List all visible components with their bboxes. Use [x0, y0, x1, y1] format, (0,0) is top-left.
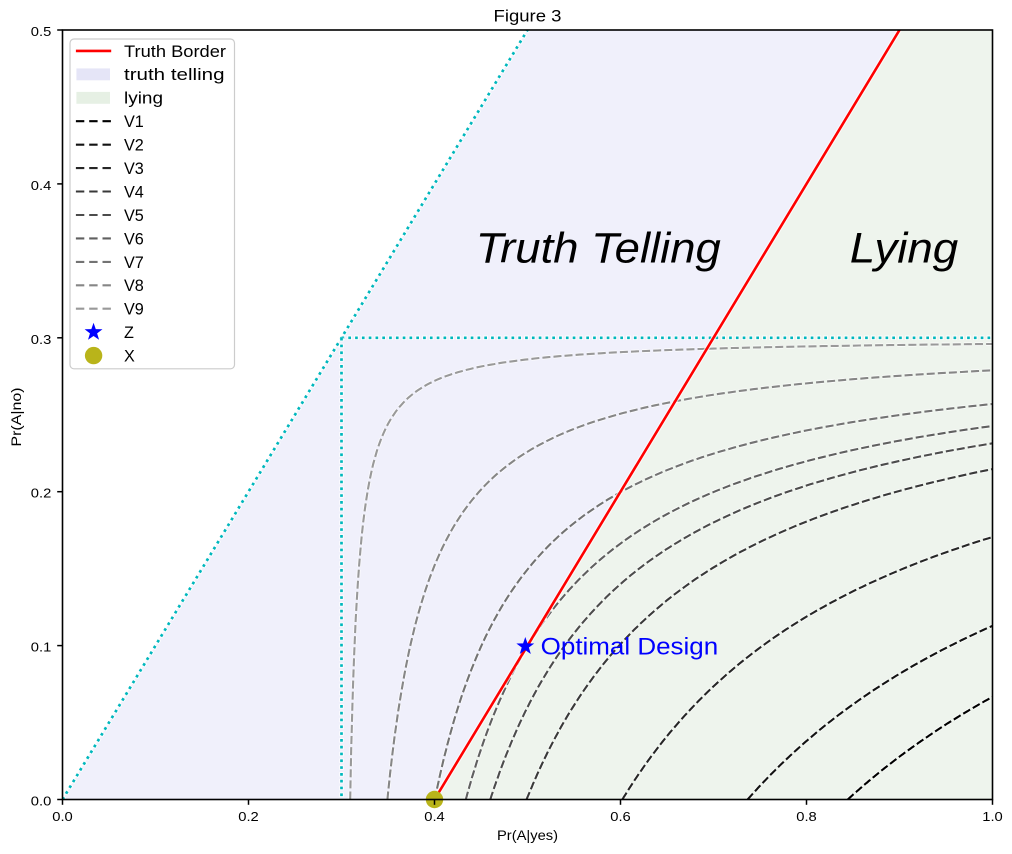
svg-text:0.0: 0.0: [31, 794, 52, 809]
svg-text:0.2: 0.2: [238, 809, 259, 824]
svg-text:Pr(A|no): Pr(A|no): [9, 388, 25, 447]
svg-text:0.5: 0.5: [31, 24, 52, 39]
svg-text:truth telling: truth telling: [124, 66, 225, 84]
svg-text:1.0: 1.0: [982, 809, 1003, 824]
svg-text:X: X: [124, 348, 135, 366]
svg-text:Lying: Lying: [850, 226, 959, 273]
svg-text:Truth Border: Truth Border: [124, 43, 227, 61]
svg-text:0.3: 0.3: [31, 332, 52, 347]
svg-text:0.4: 0.4: [31, 178, 52, 193]
svg-text:Figure 3: Figure 3: [494, 7, 562, 25]
svg-text:V7: V7: [124, 254, 144, 272]
svg-text:0.8: 0.8: [796, 809, 817, 824]
svg-text:Optimal Design: Optimal Design: [541, 633, 719, 660]
svg-text:V3: V3: [124, 160, 144, 178]
svg-text:0.4: 0.4: [424, 809, 445, 824]
svg-text:0.0: 0.0: [52, 809, 73, 824]
svg-text:V1: V1: [124, 113, 144, 131]
svg-text:V6: V6: [124, 230, 144, 248]
svg-text:Z: Z: [124, 324, 134, 342]
svg-text:0.6: 0.6: [610, 809, 631, 824]
svg-text:V8: V8: [124, 277, 144, 295]
svg-text:V4: V4: [124, 183, 144, 201]
svg-text:lying: lying: [124, 90, 163, 108]
svg-text:V5: V5: [124, 207, 144, 225]
svg-text:Truth Telling: Truth Telling: [476, 226, 721, 273]
svg-text:Pr(A|yes): Pr(A|yes): [497, 828, 558, 844]
svg-text:0.2: 0.2: [31, 486, 52, 501]
svg-text:V2: V2: [124, 137, 144, 155]
svg-text:0.1: 0.1: [31, 640, 52, 655]
svg-text:V9: V9: [124, 301, 144, 319]
